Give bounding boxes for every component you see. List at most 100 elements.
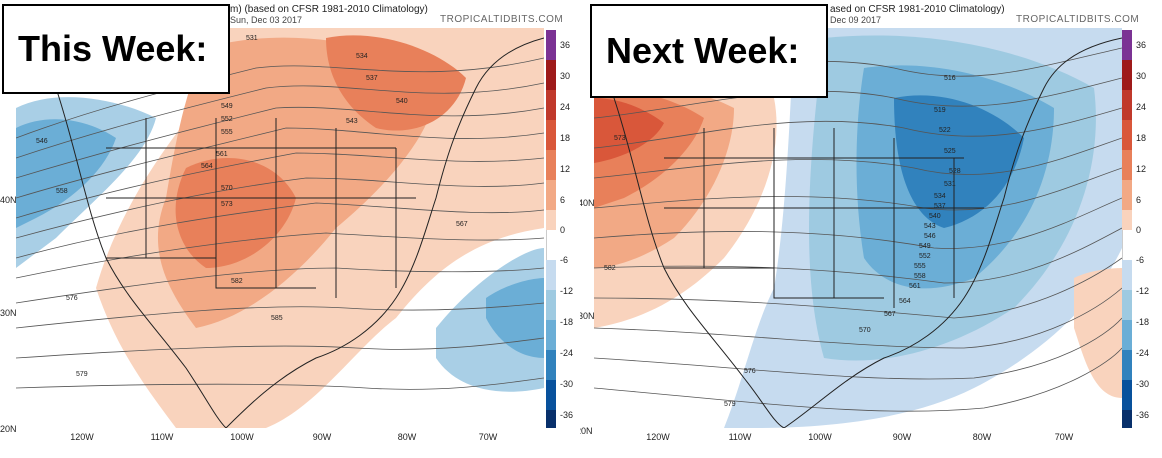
next-week-label: Next Week:	[606, 30, 800, 71]
panel-date: Sun, Dec 03 2017	[230, 15, 303, 25]
contour-label: 543	[924, 223, 936, 230]
colorbar-label: -18	[560, 317, 574, 327]
colorbar-label: 24	[560, 102, 571, 112]
contour-label: 567	[456, 221, 468, 228]
this-week-panel: m) (based on CFSR 1981-2010 Climatology)…	[0, 0, 578, 458]
contour-label: 522	[939, 127, 951, 134]
contour-label: 570	[221, 185, 233, 192]
colorbar-segment	[1122, 150, 1132, 180]
brand-label: TROPICALTIDBITS.COM	[1016, 14, 1140, 25]
colorbar-segment	[1122, 380, 1132, 410]
colorbar-right: 36 30 24 18 12 6 0 -6 -12 -18 -24 -30 -3…	[1122, 30, 1149, 428]
contour-label: 558	[56, 188, 68, 195]
contour-label: 531	[944, 181, 956, 188]
positive-anomaly-northeast	[326, 35, 466, 131]
contour-label: 534	[934, 193, 946, 200]
contour-label: 540	[396, 98, 408, 105]
lon-label: 70W	[478, 432, 498, 442]
contour-label: 555	[914, 263, 926, 270]
next-week-map-svg: 516 519 522 525 528 531 534 537 540 543 …	[594, 28, 1122, 428]
colorbar-segment	[546, 60, 556, 90]
contour-label: 564	[899, 298, 911, 305]
contour-label: 552	[221, 116, 233, 123]
colorbar-segment	[1122, 30, 1132, 60]
colorbar-label: -6	[560, 255, 569, 265]
contour-label: 573	[614, 135, 626, 142]
contour-label: 525	[944, 148, 956, 155]
brand-label: TROPICALTIDBITS.COM	[440, 14, 564, 25]
contour-label: 570	[859, 327, 871, 334]
colorbar-segment	[1122, 260, 1132, 290]
colorbar-segment	[546, 90, 556, 120]
colorbar-segment	[1122, 410, 1132, 428]
contour-label: 576	[66, 295, 78, 302]
contour-label: 561	[216, 151, 228, 158]
contour-labels: 516 519 522 525 528 531 534 537 540 543 …	[604, 75, 961, 408]
contour-label: 585	[271, 315, 283, 322]
lat-label: 40N	[580, 198, 595, 208]
positive-anomaly-atlantic	[1074, 268, 1122, 398]
this-week-map-svg: 531 534 537 540 543 546 549 552 555 558 …	[16, 28, 544, 428]
colorbar-label: 18	[560, 133, 571, 143]
contour-label: 549	[221, 103, 233, 110]
negative-anomaly-west-core	[16, 119, 116, 228]
colorbar-segment	[546, 180, 556, 210]
colorbar-segment	[546, 380, 556, 410]
colorbar-segment	[1122, 180, 1132, 210]
panel-header: m) (based on CFSR 1981-2010 Climatology)	[230, 4, 428, 15]
colorbar-label: 0	[1136, 225, 1142, 235]
colorbar-label: -36	[560, 410, 574, 420]
negative-anomaly-core	[894, 95, 1024, 228]
lat-label: 30N	[0, 308, 17, 318]
lat-label: 20N	[580, 426, 593, 436]
colorbar-segment	[1122, 60, 1132, 90]
contour-label: 549	[919, 243, 931, 250]
lon-label: 100W	[808, 432, 832, 442]
colorbar-segment	[1122, 90, 1132, 120]
colorbar-label: -36	[1136, 410, 1150, 420]
positive-anomaly-center	[175, 158, 296, 268]
contour-label: 531	[246, 35, 258, 42]
colorbar-label: -12	[1136, 286, 1150, 296]
colorbar-segment	[546, 350, 556, 380]
this-week-label: This Week:	[18, 28, 208, 69]
contour-label: 555	[221, 129, 233, 136]
next-week-anomaly-map: 516 519 522 525 528 531 534 537 540 543 …	[594, 28, 1122, 428]
contour-labels: 531 534 537 540 543 546 549 552 555 558 …	[36, 35, 468, 378]
lon-label: 120W	[646, 432, 670, 442]
colorbar-label: 6	[560, 195, 566, 205]
colorbar-label: -12	[560, 286, 574, 296]
lon-label: 90W	[312, 432, 332, 442]
contour-label: 546	[924, 233, 936, 240]
contour-label: 537	[366, 75, 378, 82]
lat-label: 20N	[0, 424, 17, 434]
colorbar-segment	[1122, 230, 1133, 260]
contour-label: 528	[949, 168, 961, 175]
colorbar-label: -24	[1136, 348, 1150, 358]
colorbar-segment	[546, 260, 556, 290]
colorbar-label: 0	[560, 225, 566, 235]
lon-label: 110W	[728, 432, 752, 442]
lat-label: 40N	[0, 195, 17, 205]
colorbar-label: -6	[1136, 255, 1145, 265]
lon-label: 90W	[892, 432, 912, 442]
positive-anomaly-west-peak	[594, 98, 664, 163]
map-borders	[613, 37, 1122, 428]
contour-label: 582	[604, 265, 616, 272]
lon-label: 80W	[972, 432, 992, 442]
contour-label: 540	[929, 213, 941, 220]
contour-label: 537	[934, 203, 946, 210]
contour-label: 573	[221, 201, 233, 208]
colorbar-segment	[1122, 210, 1132, 230]
contour-label: 516	[944, 75, 956, 82]
contour-label: 576	[744, 368, 756, 375]
colorbar-label: 24	[1136, 102, 1147, 112]
lat-label: 30N	[580, 311, 595, 321]
colorbar-segment	[546, 30, 556, 60]
colorbar-segment	[1122, 320, 1132, 350]
contour-label: 567	[884, 311, 896, 318]
colorbar-segment	[1122, 350, 1132, 380]
map-borders	[55, 37, 544, 428]
colorbar-segment	[546, 410, 556, 428]
colorbar-segment	[546, 230, 557, 260]
